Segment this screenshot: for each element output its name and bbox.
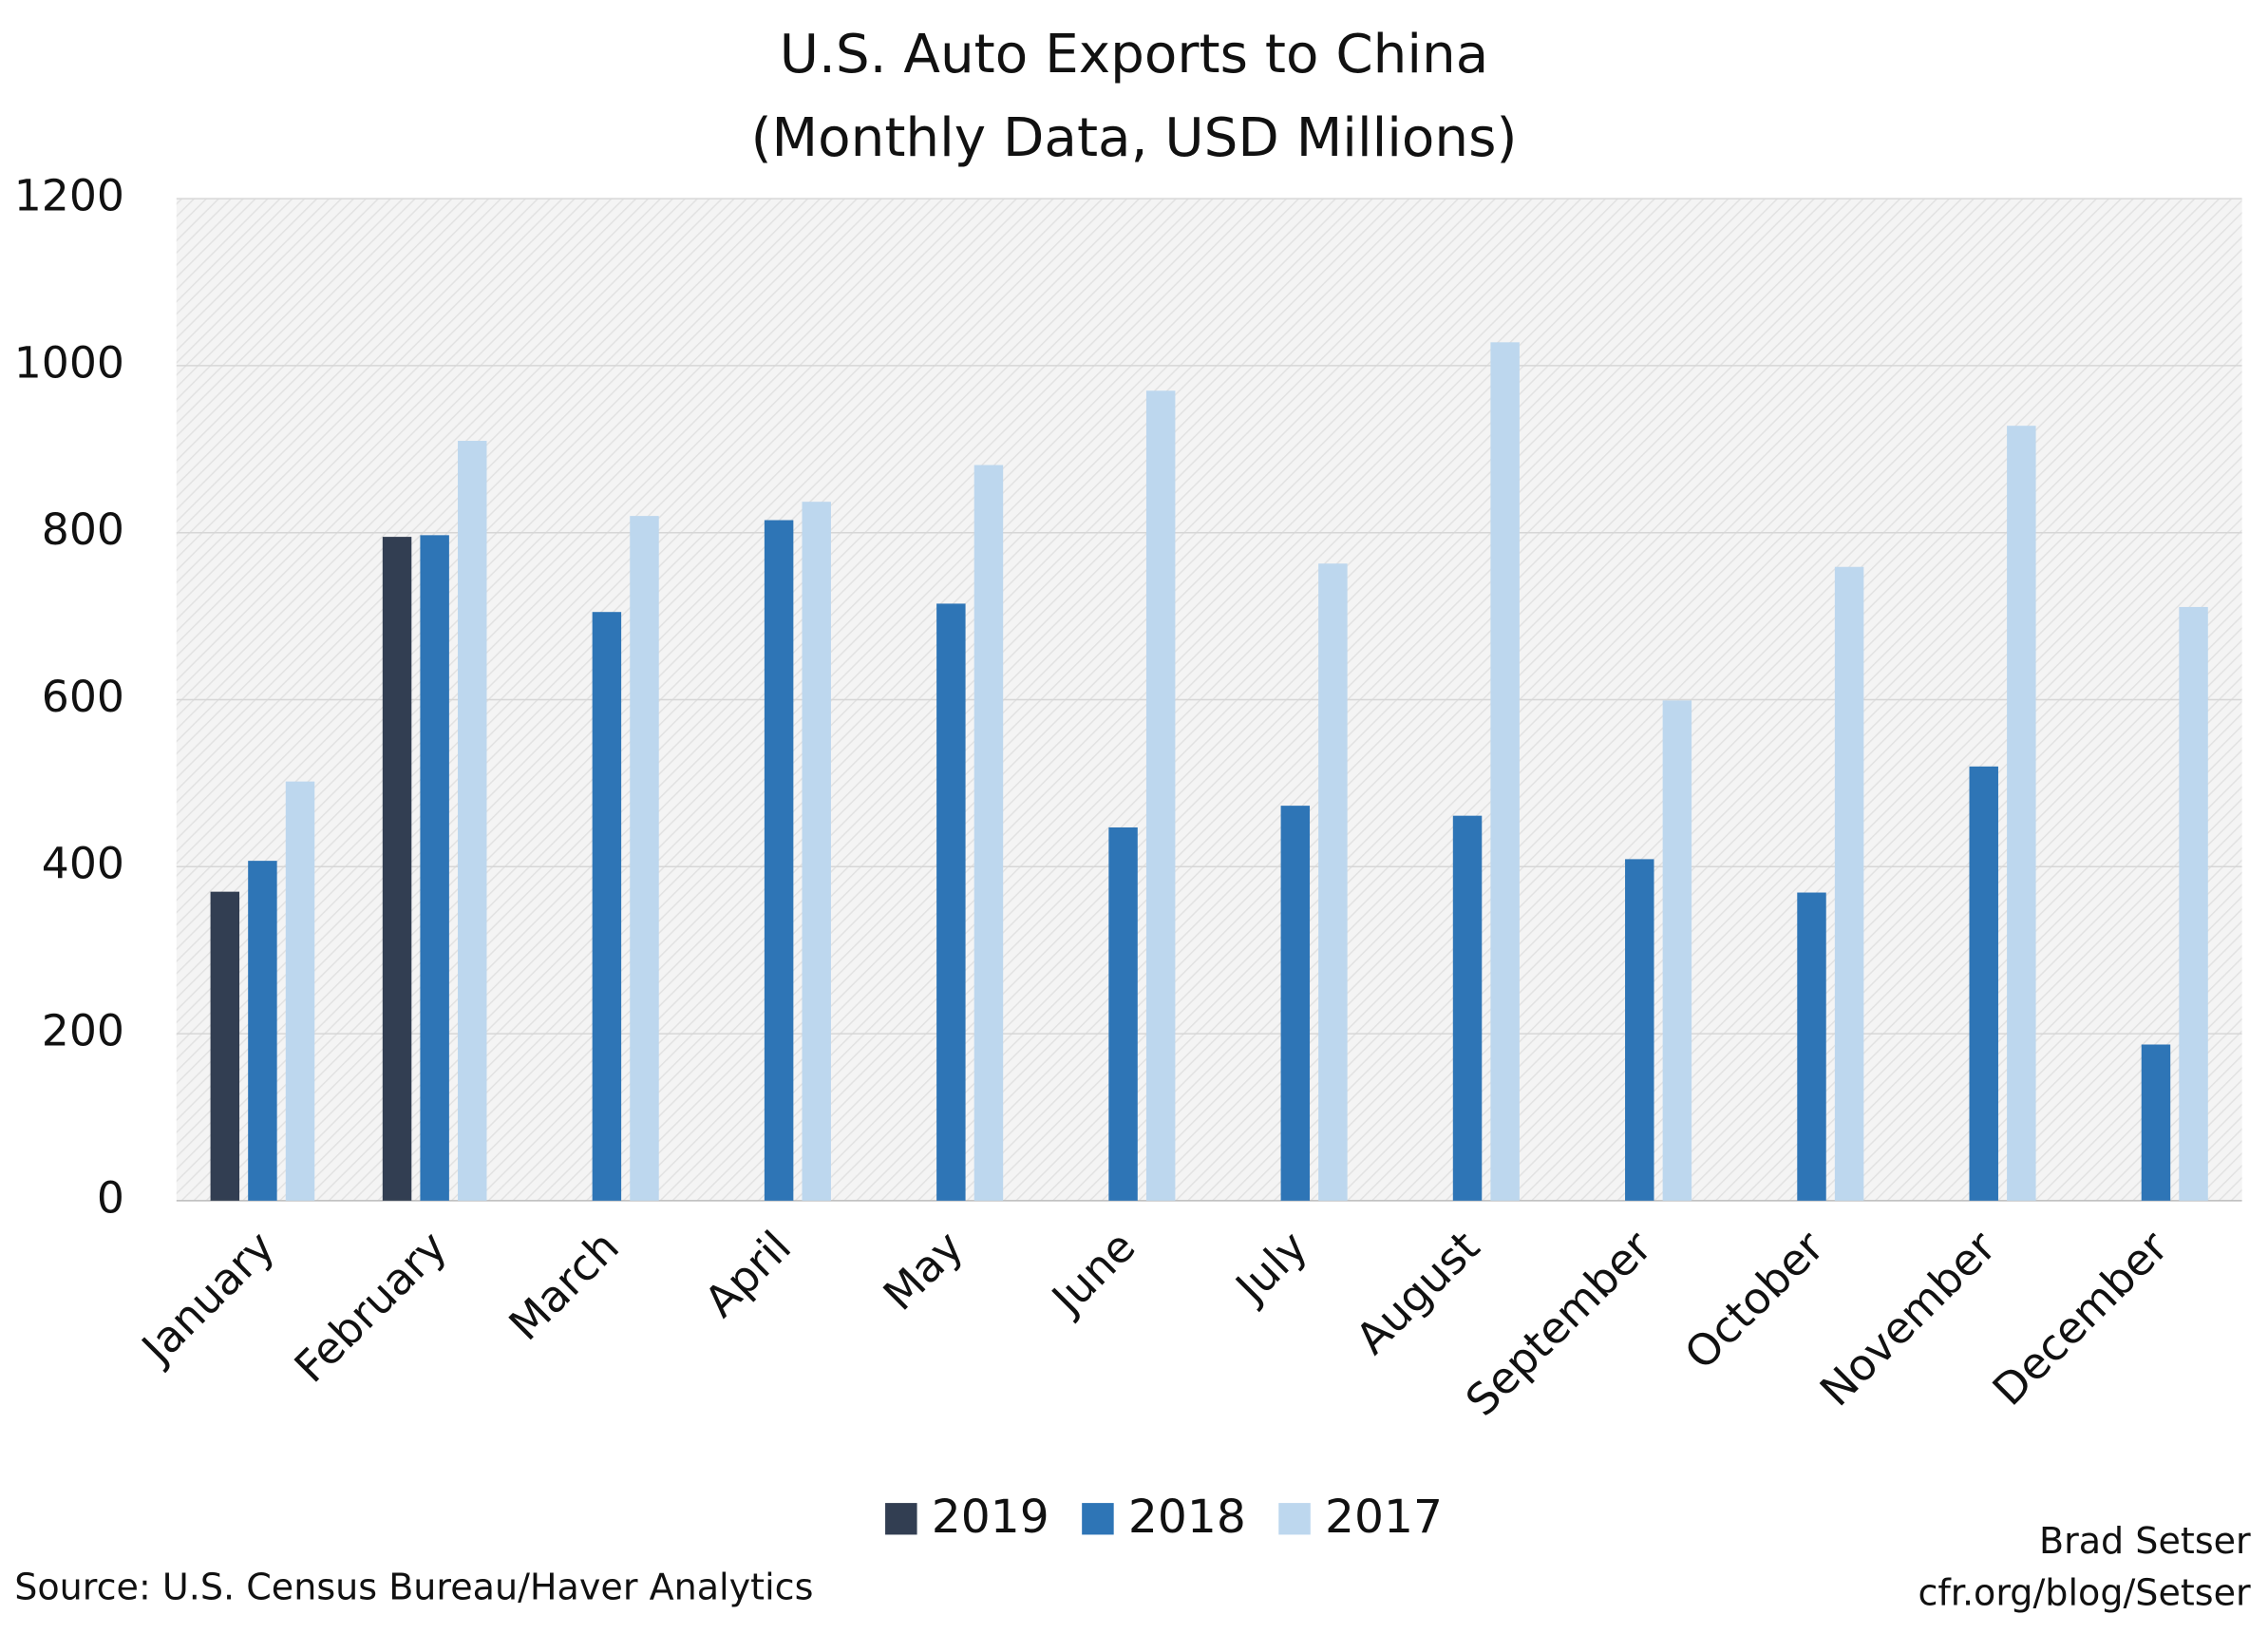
legend-swatch — [885, 1503, 917, 1535]
bar — [630, 516, 659, 1201]
bar — [1318, 563, 1348, 1201]
x-tick-label: May — [874, 1222, 973, 1320]
bar — [1452, 815, 1483, 1201]
y-tick-label: 600 — [42, 672, 124, 722]
bar — [248, 861, 277, 1201]
legend-swatch — [1278, 1503, 1311, 1535]
credit: Brad Setser — [2039, 1520, 2251, 1562]
bar — [1490, 342, 1520, 1201]
x-tick-label: February — [285, 1222, 457, 1393]
bar — [1108, 826, 1138, 1201]
legend-swatch — [1082, 1503, 1114, 1535]
bar — [1834, 566, 1864, 1201]
bar — [592, 612, 622, 1201]
bar — [1280, 806, 1311, 1201]
bar — [1797, 892, 1826, 1201]
y-tick-label: 1200 — [14, 171, 124, 221]
bar — [764, 520, 794, 1201]
bar — [2141, 1044, 2171, 1201]
y-tick-label: 400 — [42, 839, 124, 889]
bar — [458, 441, 487, 1201]
bar — [210, 891, 240, 1201]
x-tick-label: November — [1810, 1222, 2006, 1416]
x-tick-label: September — [1456, 1222, 1661, 1426]
y-tick-label: 800 — [42, 504, 124, 555]
bar — [1969, 766, 1998, 1201]
bar — [2007, 426, 2036, 1201]
x-tick-label: July — [1224, 1222, 1317, 1314]
x-tick-label: January — [130, 1222, 284, 1375]
legend-label: 2019 — [932, 1491, 1049, 1544]
chart-title: U.S. Auto Exports to China — [780, 24, 1489, 86]
x-tick-label: June — [1041, 1222, 1145, 1325]
bar — [382, 537, 412, 1201]
credit: cfr.org/blog/Setser — [1918, 1572, 2251, 1614]
bar — [1625, 859, 1654, 1201]
y-tick-label: 200 — [42, 1006, 124, 1056]
bar — [936, 603, 966, 1201]
bar — [802, 502, 831, 1201]
y-tick-label: 1000 — [14, 337, 124, 388]
x-tick-label: December — [1983, 1222, 2178, 1416]
source-note: Source: U.S. Census Bureau/Haver Analyti… — [14, 1567, 813, 1608]
legend-label: 2017 — [1325, 1491, 1443, 1544]
y-tick-label: 0 — [97, 1172, 124, 1223]
bar — [2179, 606, 2208, 1201]
bar — [420, 535, 449, 1201]
x-tick-label: October — [1675, 1222, 1834, 1379]
bar — [1662, 700, 1692, 1201]
legend-label: 2018 — [1128, 1491, 1246, 1544]
x-tick-label: August — [1346, 1222, 1489, 1364]
bar — [285, 781, 315, 1201]
x-tick-label: April — [695, 1222, 801, 1327]
x-tick-label: March — [500, 1222, 629, 1350]
bar — [973, 465, 1004, 1201]
bar — [1145, 390, 1176, 1201]
chart-subtitle: (Monthly Data, USD Millions) — [751, 107, 1518, 169]
